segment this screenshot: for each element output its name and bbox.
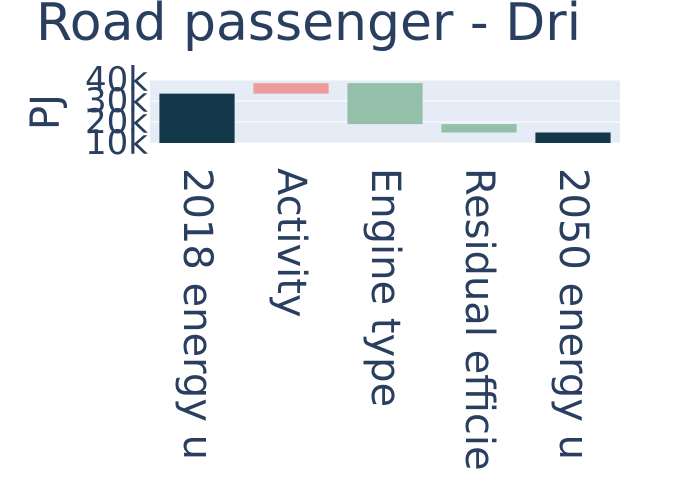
bar-2 bbox=[347, 83, 423, 125]
bar-4 bbox=[535, 132, 611, 143]
y-tick-label-0: 10k bbox=[85, 123, 148, 163]
bar-1 bbox=[253, 83, 329, 94]
bars bbox=[159, 83, 611, 143]
x-tick-label-1: Activity bbox=[268, 168, 314, 318]
bar-3 bbox=[441, 124, 517, 133]
chart-title: Road passenger - Dri bbox=[36, 0, 581, 53]
x-tick-label-4: 2050 energy u bbox=[550, 168, 596, 460]
y-tick-label-1: 20k bbox=[85, 102, 148, 142]
x-tick-label-2: Engine type bbox=[362, 168, 408, 407]
bar-0 bbox=[159, 93, 235, 143]
x-tick-label-3: Residual efficie bbox=[456, 168, 502, 471]
y-tick-label-3: 40k bbox=[85, 60, 148, 100]
y-tick-label-2: 30k bbox=[85, 81, 148, 121]
x-tick-labels: 2018 energy u Activity Engine type Residual… bbox=[174, 168, 596, 471]
x-tick-label-0: 2018 energy u bbox=[174, 168, 220, 460]
y-axis-label: PJ bbox=[23, 94, 69, 130]
